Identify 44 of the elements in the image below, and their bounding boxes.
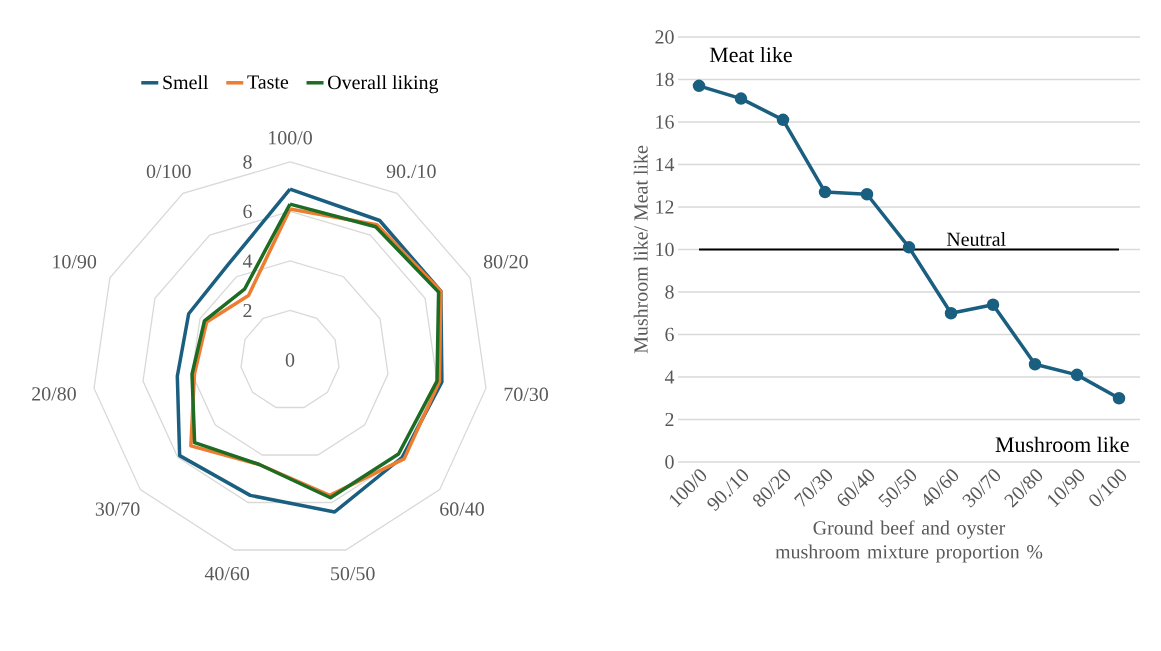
y-tick-label: 8 [243,155,252,169]
spoke-label: 90./10 [386,164,436,179]
legend-label: Overall liking [328,75,439,94]
point [1028,358,1042,371]
point [860,188,874,201]
spoke-label: 100/0 [269,131,312,145]
y-tick-label: 10 [656,242,674,257]
y-tick-label: 8 [665,285,674,299]
annotation: Meat like [709,46,792,63]
x-axis-title: Ground beef and oyster mushroom mixture proportion % [775,520,1043,563]
point [986,298,1000,311]
y-tick-label: 2 [243,303,252,318]
point [1070,368,1084,382]
y-tick-label: 12 [656,200,674,214]
point [902,241,916,254]
spoke-label: 80/20 [483,254,528,269]
y-tick-label: 6 [665,327,674,342]
point [944,307,958,320]
legend-label: Taste [247,75,289,89]
y-tick-label: 4 [242,254,253,268]
y-tick-label: 16 [656,115,674,129]
point [776,113,790,127]
annotation: Mushroom like [995,436,1129,453]
y-tick-label: 18 [656,72,674,87]
y-tick-label: 2 [665,412,674,427]
point [818,185,832,199]
y-tick-label: 4 [664,370,675,384]
spoke-label: 50/50 [331,566,375,581]
y-tick-label: 0 [285,353,295,367]
spoke-label: 40/60 [204,566,250,581]
y-tick-label: 20 [655,30,674,44]
point [1112,392,1126,405]
y-tick-label: 6 [243,204,252,219]
legend-label: Smell [163,75,209,90]
point [734,92,748,105]
y-tick-label: 14 [656,157,675,172]
ref-line-label: Neutral [946,231,1006,246]
y-axis-title: Mushroom like/ Meat like [633,145,648,354]
y-tick-label: 0 [665,455,674,469]
point [692,79,706,93]
spoke-label: 0/100 [146,164,191,179]
spoke-label: 20/80 [32,387,76,401]
spoke-label: 10/90 [53,254,97,269]
spoke-label: 70/30 [504,387,548,402]
